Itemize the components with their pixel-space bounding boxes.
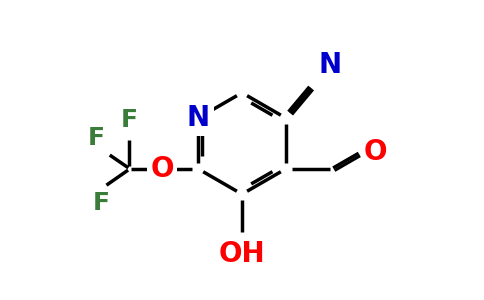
Text: F: F <box>121 108 138 132</box>
Text: N: N <box>318 51 342 79</box>
Text: F: F <box>88 126 105 150</box>
Text: N: N <box>186 104 210 132</box>
Text: F: F <box>93 191 110 215</box>
Text: OH: OH <box>219 240 265 268</box>
Text: O: O <box>151 155 174 183</box>
Text: O: O <box>363 139 387 166</box>
